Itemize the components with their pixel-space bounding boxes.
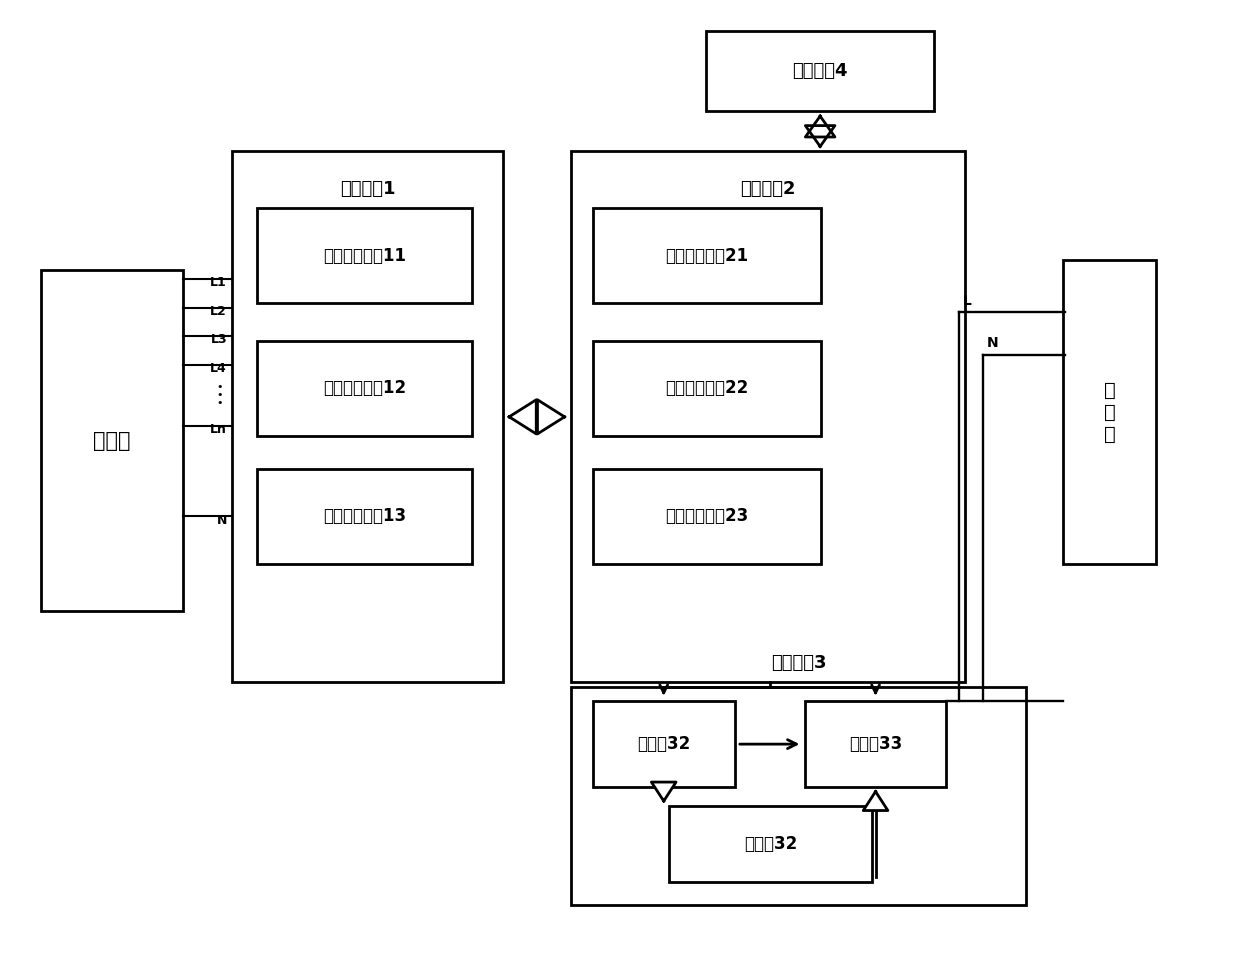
Text: L4: L4 (211, 362, 227, 375)
Bar (593, 469, 821, 564)
Text: 逆变器33: 逆变器33 (849, 735, 903, 753)
Text: Ln: Ln (211, 424, 227, 436)
Text: L1: L1 (211, 277, 227, 289)
Bar (805, 701, 946, 787)
Bar (670, 806, 873, 881)
Bar (41, 270, 182, 612)
Text: 信号机: 信号机 (93, 431, 130, 451)
Polygon shape (651, 782, 676, 801)
Bar (593, 701, 734, 787)
Text: 无线通信模块21: 无线通信模块21 (666, 247, 749, 264)
Text: 监控平台4: 监控平台4 (792, 62, 848, 80)
Text: 备用电源3: 备用电源3 (771, 655, 826, 673)
Text: N: N (217, 514, 227, 526)
Text: L: L (962, 294, 971, 308)
Text: 监控终端2: 监控终端2 (740, 180, 796, 198)
Text: L3: L3 (211, 333, 227, 346)
Bar (707, 31, 934, 111)
Bar (257, 341, 472, 435)
Text: 信号检测模块12: 信号检测模块12 (322, 379, 405, 397)
Text: 充电器32: 充电器32 (637, 735, 691, 753)
Text: 信
号
灯: 信 号 灯 (1104, 381, 1116, 444)
Text: 蓄电池32: 蓄电池32 (744, 835, 797, 853)
Polygon shape (805, 125, 835, 146)
Polygon shape (510, 400, 536, 434)
Bar (257, 208, 472, 303)
Bar (593, 341, 821, 435)
Polygon shape (805, 116, 835, 137)
Bar (570, 687, 1027, 905)
Text: N: N (987, 337, 998, 350)
Bar (1064, 260, 1156, 564)
Text: 检测终端1: 检测终端1 (340, 180, 396, 198)
Text: •
•
•: • • • (217, 382, 223, 409)
Text: 数据处理模块13: 数据处理模块13 (322, 507, 405, 525)
Text: 控制处理模块23: 控制处理模块23 (665, 507, 749, 525)
Bar (257, 469, 472, 564)
Text: 信号监测模块22: 信号监测模块22 (665, 379, 749, 397)
Text: L2: L2 (211, 305, 227, 318)
Bar (593, 208, 821, 303)
Text: 无线通信模块11: 无线通信模块11 (322, 247, 405, 264)
Polygon shape (863, 791, 888, 811)
Bar (232, 151, 503, 682)
Bar (570, 151, 965, 682)
Polygon shape (537, 400, 564, 434)
